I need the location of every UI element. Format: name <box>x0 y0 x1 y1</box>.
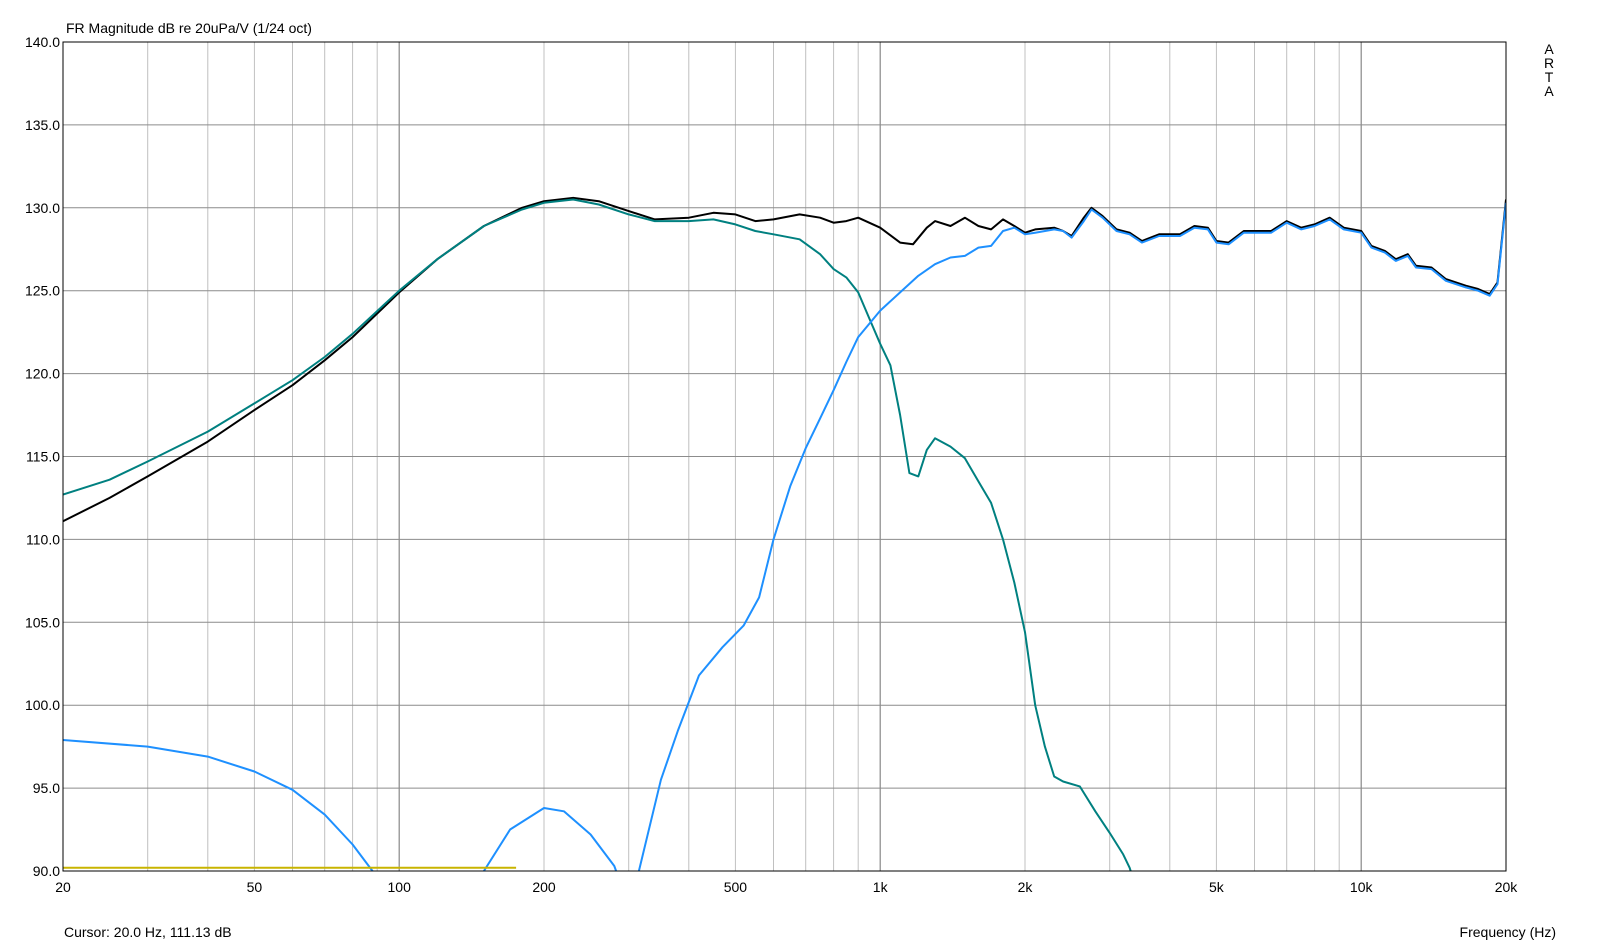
brand-letter: T <box>1544 69 1554 85</box>
y-tick-label: 100.0 <box>25 697 60 713</box>
chart-series <box>63 196 1506 871</box>
x-tick-label: 500 <box>724 879 748 895</box>
x-tick-label: 1k <box>873 879 889 895</box>
brand-watermark: A R T A <box>1542 42 1556 98</box>
y-axis-ticks: 90.0 95.0 100.0 105.0 110.0 115.0 120.0 125.0 13… <box>25 34 60 879</box>
brand-letter: R <box>1543 55 1555 71</box>
series-line <box>63 198 1132 871</box>
y-tick-label: 120.0 <box>25 366 60 382</box>
brand-letter: A <box>1544 41 1554 57</box>
y-tick-label: 130.0 <box>25 200 60 216</box>
plot-frame <box>62 41 1507 872</box>
y-tick-label: 110.0 <box>26 531 60 547</box>
chart-title: FR Magnitude dB re 20uPa/V (1/24 oct) <box>66 20 312 36</box>
chart-grid <box>63 42 1506 871</box>
x-axis-label: Frequency (Hz) <box>1459 924 1556 940</box>
brand-letter: A <box>1544 83 1554 99</box>
x-tick-label: 20k <box>1495 879 1519 895</box>
series-line <box>637 202 1506 871</box>
x-tick-label: 2k <box>1018 879 1034 895</box>
x-tick-label: 10k <box>1350 879 1374 895</box>
x-tick-label: 5k <box>1209 879 1225 895</box>
cursor-readout: Cursor: 20.0 Hz, 111.13 dB <box>64 924 232 940</box>
series-line <box>482 807 618 871</box>
y-tick-label: 140.0 <box>25 34 60 50</box>
y-tick-label: 115.0 <box>26 449 60 465</box>
x-axis-ticks: 20 50 100 200 500 1k 2k 5k 10k 20k <box>55 879 1518 895</box>
x-tick-label: 200 <box>532 879 556 895</box>
series-line <box>63 196 1506 523</box>
x-tick-label: 20 <box>55 879 71 895</box>
x-tick-label: 50 <box>247 879 263 895</box>
y-tick-label: 135.0 <box>25 117 60 133</box>
series-line <box>63 739 374 871</box>
y-tick-label: 90.0 <box>33 863 60 879</box>
y-tick-label: 125.0 <box>25 283 60 299</box>
y-tick-label: 95.0 <box>33 780 60 796</box>
x-tick-label: 100 <box>388 879 412 895</box>
y-tick-label: 105.0 <box>25 614 60 630</box>
